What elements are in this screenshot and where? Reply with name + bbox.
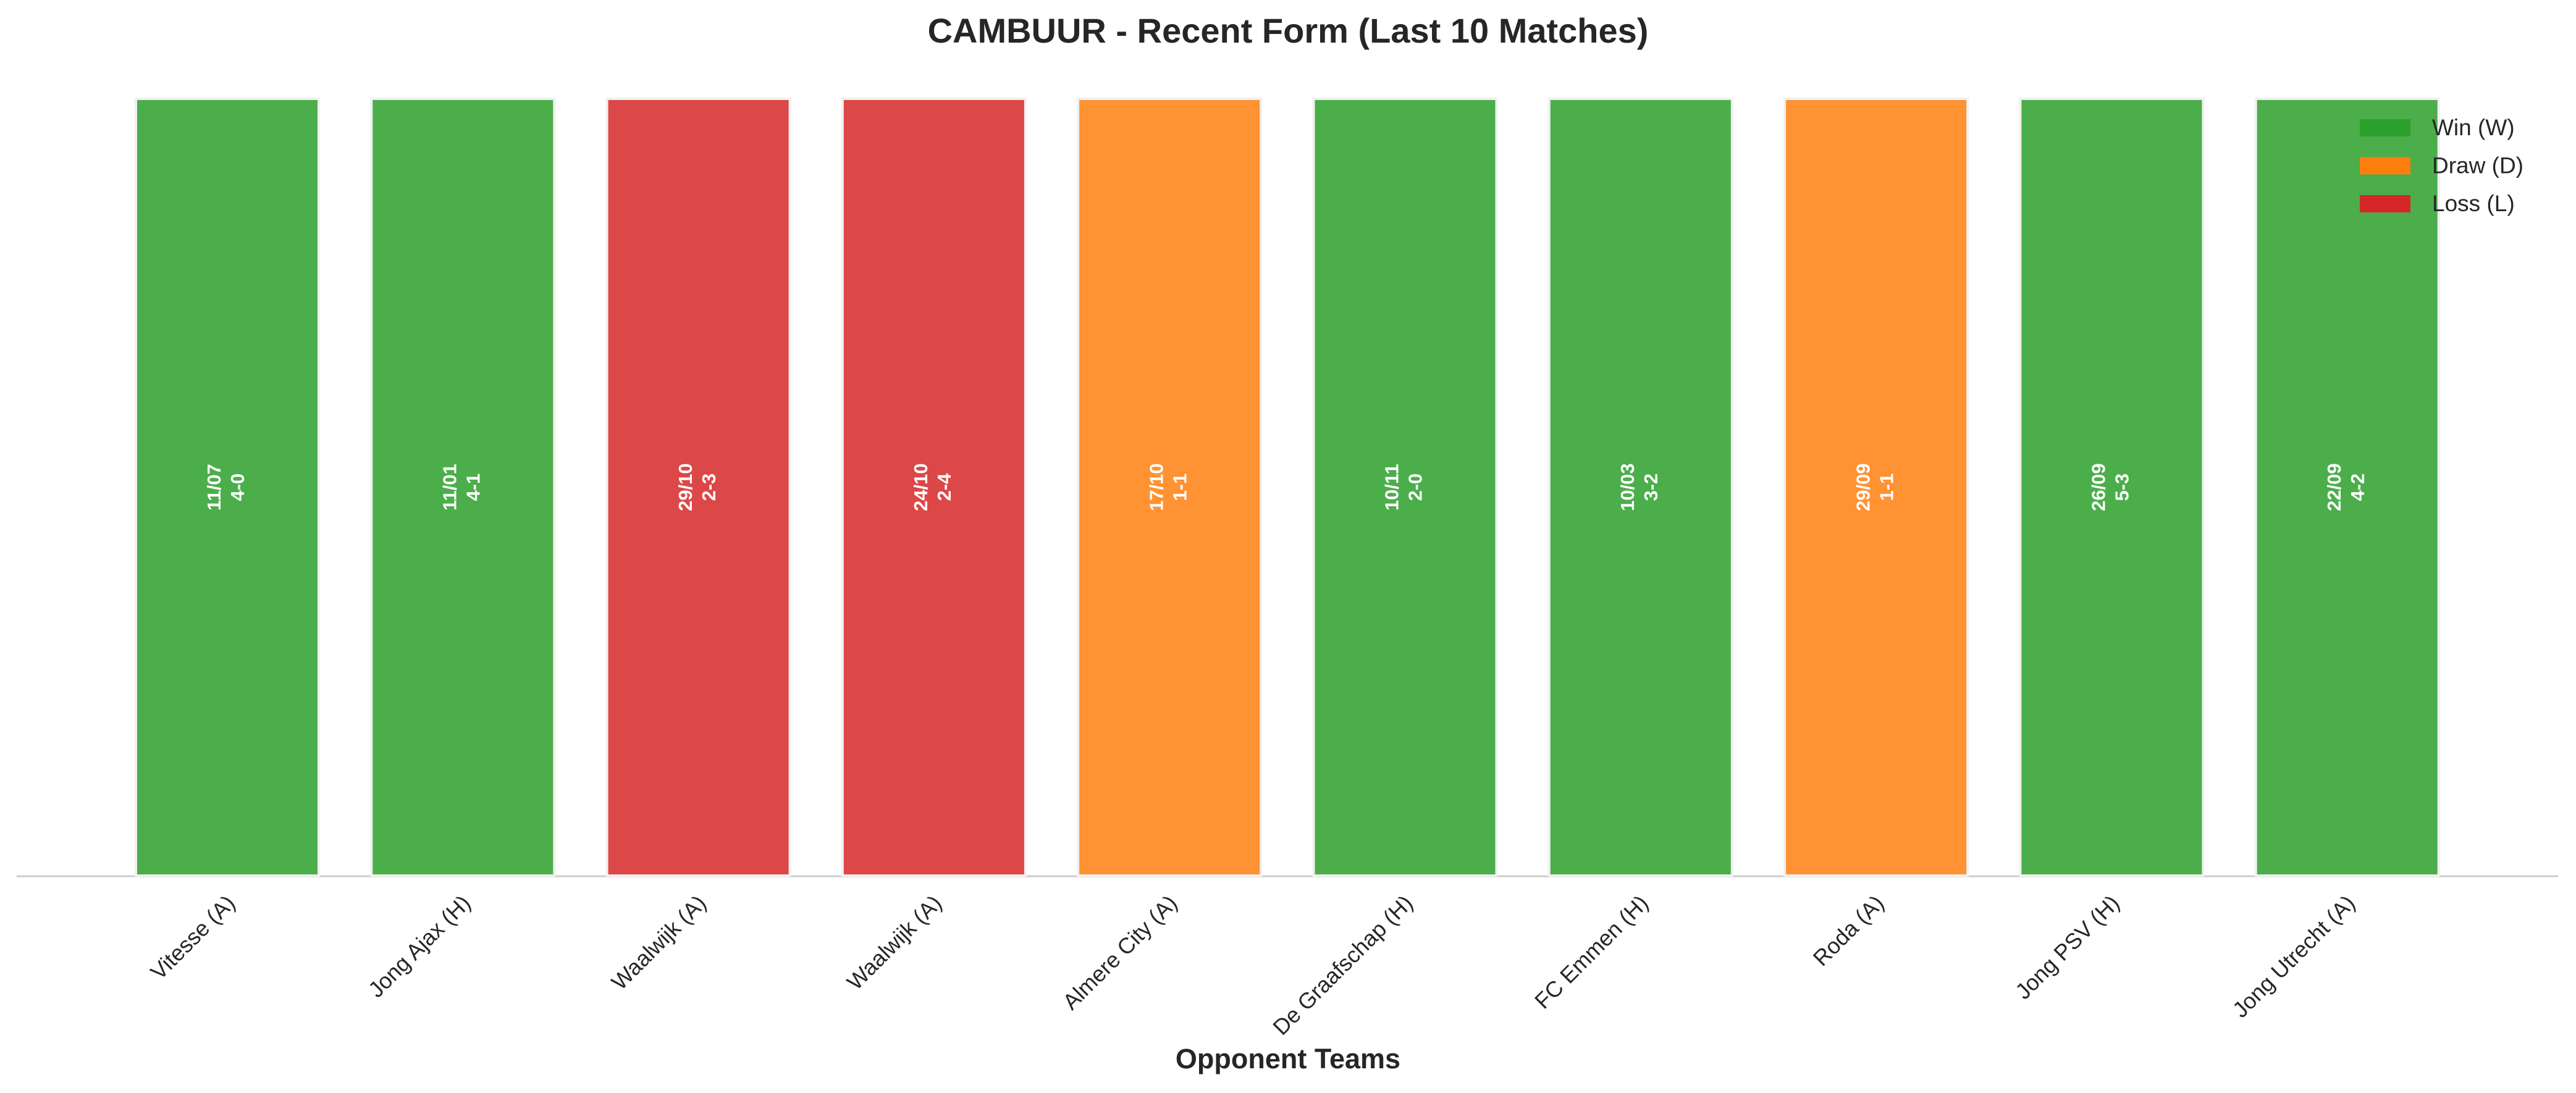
bar bbox=[2254, 98, 2440, 877]
bar-score-label: 5-3 bbox=[2111, 474, 2133, 501]
bar-date-label: 10/11 bbox=[1381, 464, 1403, 511]
x-tick-label: Vitesse (A) bbox=[145, 890, 240, 984]
bar-date-label: 29/09 bbox=[1852, 463, 1874, 511]
bar-date-label: 11/07 bbox=[203, 464, 225, 511]
bar-date-label: 11/01 bbox=[439, 464, 460, 511]
chart-title: CAMBUUR - Recent Form (Last 10 Matches) bbox=[928, 11, 1649, 50]
bar-score-label: 2-4 bbox=[933, 473, 955, 501]
bar bbox=[2019, 98, 2205, 877]
x-axis-label: Opponent Teams bbox=[1176, 1043, 1400, 1074]
bar-date-label: 17/10 bbox=[1145, 463, 1167, 511]
bar bbox=[1547, 98, 1733, 877]
legend-label: Win (W) bbox=[2432, 115, 2515, 140]
bar-date-label: 10/03 bbox=[1617, 463, 1638, 511]
legend-swatch bbox=[2360, 195, 2410, 212]
x-tick-label: Almere City (A) bbox=[1058, 890, 1182, 1015]
bar-score-label: 1-1 bbox=[1169, 474, 1190, 501]
bar bbox=[1312, 98, 1498, 877]
x-tick-label: FC Emmen (H) bbox=[1530, 890, 1653, 1013]
legend-swatch bbox=[2360, 157, 2410, 175]
x-tick-label: Jong Utrecht (A) bbox=[2228, 890, 2360, 1022]
bar bbox=[1077, 98, 1263, 877]
bar bbox=[841, 98, 1027, 877]
bar-score-label: 4-2 bbox=[2347, 474, 2368, 501]
x-tick-label: De Graafschap (H) bbox=[1268, 890, 1418, 1040]
bar-date-label: 29/10 bbox=[675, 463, 696, 511]
bar bbox=[605, 98, 791, 877]
bar-score-label: 1-1 bbox=[1875, 474, 1897, 501]
x-tick-label: Waalwijk (A) bbox=[842, 890, 946, 994]
bar bbox=[370, 98, 556, 877]
bar-score-label: 4-0 bbox=[227, 474, 248, 501]
legend-label: Draw (D) bbox=[2432, 153, 2523, 178]
x-tick-label: Jong Ajax (H) bbox=[363, 890, 476, 1002]
bar-score-label: 4-1 bbox=[462, 474, 484, 501]
legend-label: Loss (L) bbox=[2432, 191, 2515, 216]
legend-swatch bbox=[2360, 119, 2410, 136]
bar-date-label: 26/09 bbox=[2088, 463, 2110, 511]
x-tick-label: Waalwijk (A) bbox=[607, 890, 711, 994]
bar bbox=[1783, 98, 1969, 877]
x-tick-label: Roda (A) bbox=[1808, 890, 1889, 971]
bar-date-label: 24/10 bbox=[910, 463, 932, 511]
bar-date-label: 22/09 bbox=[2323, 463, 2345, 511]
bar-score-label: 2-0 bbox=[1405, 474, 1426, 501]
x-tick-label: Jong PSV (H) bbox=[2010, 890, 2124, 1004]
bar bbox=[135, 98, 320, 877]
bar-score-label: 2-3 bbox=[698, 474, 720, 501]
bar-score-label: 3-2 bbox=[1640, 474, 1662, 501]
